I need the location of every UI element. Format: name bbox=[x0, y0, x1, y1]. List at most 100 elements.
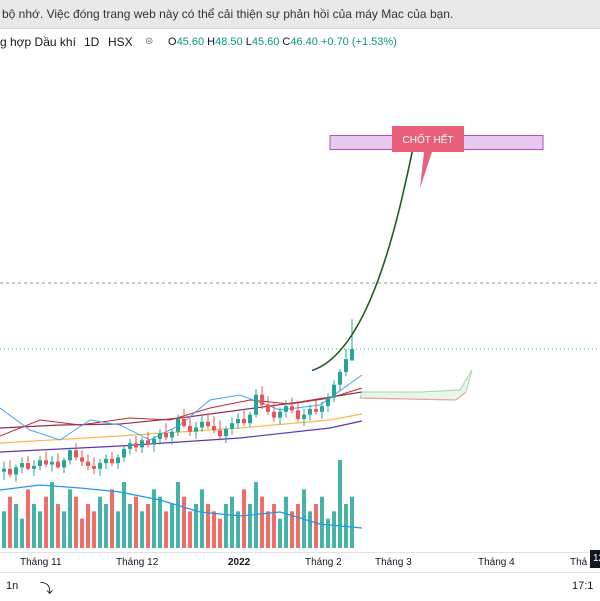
volume-bar bbox=[80, 518, 84, 548]
candle-body bbox=[32, 465, 36, 469]
volume-bar bbox=[332, 511, 336, 548]
volume-bar bbox=[2, 511, 6, 548]
candle-body bbox=[122, 448, 126, 458]
volume-bar bbox=[320, 496, 324, 548]
candle-body bbox=[8, 468, 12, 475]
volume-bar bbox=[338, 460, 342, 548]
candle-body bbox=[164, 433, 168, 438]
volume-bar bbox=[224, 504, 228, 548]
annotation-layer[interactable]: CHỐT HẾT bbox=[311, 126, 544, 372]
candle-body bbox=[74, 450, 78, 458]
volume-bar bbox=[92, 511, 96, 548]
candle-body bbox=[200, 421, 204, 428]
volume-bar bbox=[140, 511, 144, 548]
volume-bar bbox=[110, 489, 114, 548]
volume-bar bbox=[98, 496, 102, 548]
x-tick-label: Tháng 3 bbox=[375, 557, 412, 568]
ma-mid-line bbox=[0, 413, 363, 444]
volume-bar bbox=[170, 504, 174, 548]
symbol-name[interactable]: g hợp Dầu khí bbox=[0, 35, 76, 49]
volume-bar bbox=[68, 489, 72, 548]
volume-bar bbox=[218, 518, 222, 548]
candle-body bbox=[338, 371, 342, 385]
volume-bar bbox=[272, 504, 276, 548]
candle-body bbox=[224, 428, 228, 437]
volume-bar bbox=[278, 518, 282, 548]
price-chart[interactable]: CHỐT HẾT bbox=[0, 54, 600, 566]
candle-body bbox=[170, 431, 174, 438]
volume-bar bbox=[122, 482, 126, 548]
x-tick-label: Tháng 2 bbox=[305, 557, 342, 568]
x-tick-label: Tháng 11 bbox=[20, 557, 62, 568]
candle-body bbox=[2, 468, 6, 472]
candle-body bbox=[20, 463, 24, 468]
volume-bar bbox=[230, 496, 234, 548]
time-axis: Tháng 11 Tháng 12 2022 Tháng 2 Tháng 3 Tháng … bbox=[0, 552, 600, 573]
close-value: 46.40 bbox=[290, 36, 318, 48]
low-value: 45.60 bbox=[251, 36, 280, 48]
callout-text: CHỐT HẾT bbox=[403, 132, 454, 146]
volume-bar bbox=[116, 511, 120, 548]
volume-bar bbox=[206, 504, 210, 548]
volume-bar bbox=[146, 504, 150, 548]
candle-body bbox=[248, 414, 252, 424]
candle-body bbox=[158, 433, 162, 439]
candle-body bbox=[308, 408, 312, 415]
exchange-label: HSX bbox=[108, 35, 133, 49]
candle-body bbox=[302, 414, 306, 419]
volume-bar bbox=[20, 518, 24, 548]
candle-body bbox=[110, 458, 114, 464]
candle-body bbox=[314, 408, 318, 412]
candle-body bbox=[86, 461, 90, 466]
candle-body bbox=[296, 410, 300, 419]
clock-readout: 17:1 bbox=[572, 580, 594, 592]
volume-bar bbox=[8, 496, 12, 548]
volume-bar bbox=[350, 496, 354, 548]
candle-body bbox=[92, 465, 96, 469]
ma-fast-line bbox=[0, 387, 363, 437]
volume-bar bbox=[182, 496, 186, 548]
candle-body bbox=[290, 406, 294, 411]
volume-bar bbox=[260, 496, 264, 548]
volume-bar bbox=[44, 496, 48, 548]
callout-bubble bbox=[392, 126, 464, 188]
candle-body bbox=[26, 463, 30, 469]
volume-bar bbox=[212, 511, 216, 548]
candle-body bbox=[134, 443, 138, 448]
volume-bar bbox=[74, 496, 78, 548]
volume-bar bbox=[290, 511, 294, 548]
candle-body bbox=[230, 423, 234, 429]
volume-bar bbox=[188, 511, 192, 548]
range-1m-button[interactable]: 1n bbox=[6, 580, 19, 592]
interval-label[interactable]: 1D bbox=[84, 35, 100, 49]
candle-body bbox=[254, 394, 258, 415]
ma-short-line bbox=[0, 391, 363, 429]
low-label: L bbox=[245, 36, 252, 48]
candle-body bbox=[62, 460, 66, 468]
candle-body bbox=[14, 467, 18, 475]
candle-body bbox=[284, 406, 288, 412]
candle-body bbox=[194, 427, 198, 432]
candle-body bbox=[98, 463, 102, 469]
status-dot-icon: ⊜ bbox=[145, 36, 154, 47]
volume-bar bbox=[62, 511, 66, 548]
x-tick-label: Tháng 12 bbox=[116, 557, 159, 568]
volume-bar bbox=[248, 504, 252, 548]
candle-body bbox=[140, 440, 144, 448]
volume-bar bbox=[164, 511, 168, 548]
volume-bar bbox=[266, 511, 270, 548]
volume-bar bbox=[26, 489, 30, 548]
browser-memory-notice: bộ nhớ. Việc đóng trang web này có thể c… bbox=[0, 0, 600, 29]
volume-ma-line bbox=[0, 484, 363, 529]
volume-bar bbox=[32, 504, 36, 548]
open-label: O bbox=[168, 36, 177, 48]
volume-bar bbox=[14, 504, 18, 548]
symbol-legend: g hợp Dầu khí 1D HSX ⊜ O45.60 H48.50 L45… bbox=[0, 30, 600, 54]
high-value: 48.50 bbox=[215, 36, 243, 48]
ohlc-values: O45.60 H48.50 L45.60 C46.40 +0.70 (+1.53… bbox=[168, 30, 397, 54]
volume-bar bbox=[242, 489, 246, 548]
candle-body bbox=[344, 359, 348, 372]
ma-long-line bbox=[0, 420, 363, 453]
candle-body bbox=[278, 411, 282, 418]
date-range-icon[interactable]: ⤵ bbox=[40, 581, 54, 596]
